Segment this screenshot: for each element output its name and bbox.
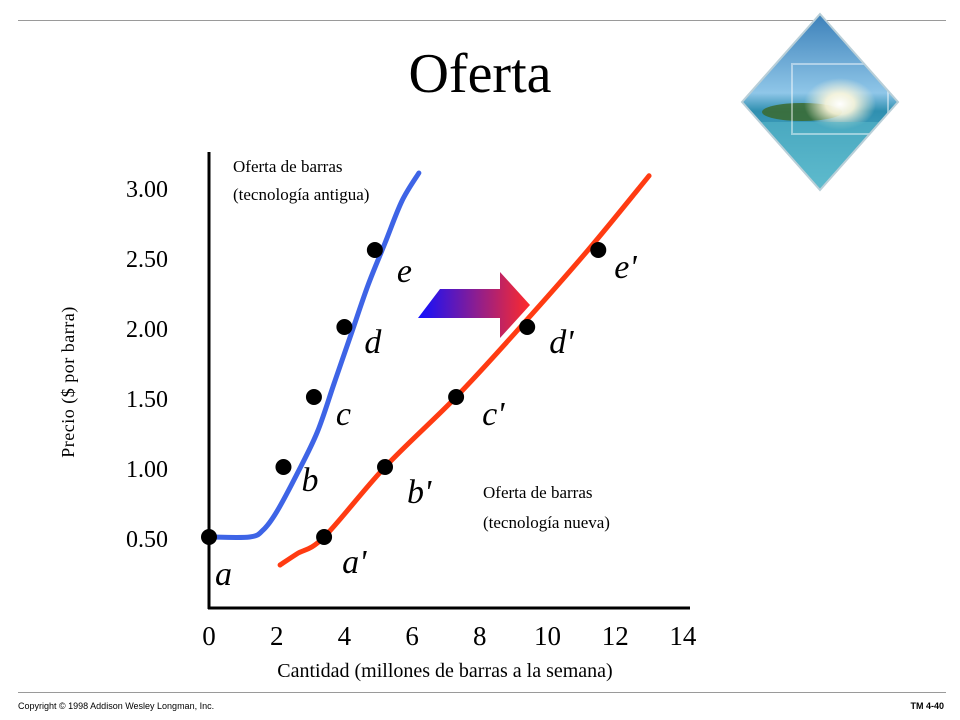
x-tick-label: 6: [405, 621, 419, 651]
point-label-c: c: [336, 396, 351, 433]
y-tick-label: 1.50: [126, 387, 168, 413]
point-label-d: d: [364, 324, 382, 361]
point-label-e: e: [397, 253, 412, 290]
y-tick-label: 2.50: [126, 247, 168, 273]
point-b-prime: [377, 459, 394, 475]
point-e: [366, 242, 383, 258]
point-label-b-prime: b': [407, 474, 432, 511]
top-divider: [18, 20, 946, 21]
x-tick-label: 4: [338, 621, 352, 651]
y-tick-label: 1.00: [126, 457, 168, 483]
old-supply-curve: [206, 170, 422, 541]
point-label-a-prime: a': [342, 544, 367, 581]
point-label-b: b: [301, 462, 318, 499]
slide-title: Oferta: [408, 43, 552, 105]
x-axis-label: Cantidad (millones de barras a la semana…: [277, 660, 612, 682]
ocean-island-diamond-icon: [740, 12, 900, 197]
x-tick-label: 10: [534, 621, 561, 651]
bottom-divider: [18, 692, 946, 693]
point-label-c-prime: c': [482, 396, 505, 433]
y-tick-label: 3.00: [126, 177, 168, 203]
point-label-e-prime: e': [614, 249, 637, 286]
y-axis-label: Precio ($ por barra): [58, 306, 79, 457]
x-tick-label: 0: [202, 621, 216, 651]
copyright-text: Copyright © 1998 Addison Wesley Longman,…: [18, 701, 215, 711]
point-b: [275, 459, 292, 475]
shift-arrow: [418, 272, 530, 338]
old-supply-label-line2: (tecnología antigua): [233, 185, 369, 204]
old-supply-label-line1: Oferta de barras: [233, 157, 343, 176]
y-tick-label: 2.00: [126, 317, 168, 343]
point-c-prime: [448, 389, 465, 405]
point-label-d-prime: d': [549, 324, 574, 361]
x-tick-label: 8: [473, 621, 487, 651]
y-tick-label: 0.50: [126, 527, 168, 553]
new-supply-label-line1: Oferta de barras: [483, 483, 593, 502]
slide-number: TM 4-40: [910, 701, 944, 711]
point-label-a: a: [215, 556, 232, 593]
new-supply-label-line2: (tecnología nueva): [483, 513, 610, 532]
x-tick-label: 12: [602, 621, 629, 651]
new-supply-curve: [277, 173, 652, 568]
x-tick-label: 2: [270, 621, 284, 651]
x-tick-label: 14: [669, 621, 697, 651]
point-a: [201, 529, 217, 545]
point-c: [305, 389, 322, 405]
point-e-prime: [590, 242, 607, 258]
point-a-prime: [316, 529, 333, 545]
point-d-prime: [519, 319, 536, 335]
point-d: [336, 319, 353, 335]
